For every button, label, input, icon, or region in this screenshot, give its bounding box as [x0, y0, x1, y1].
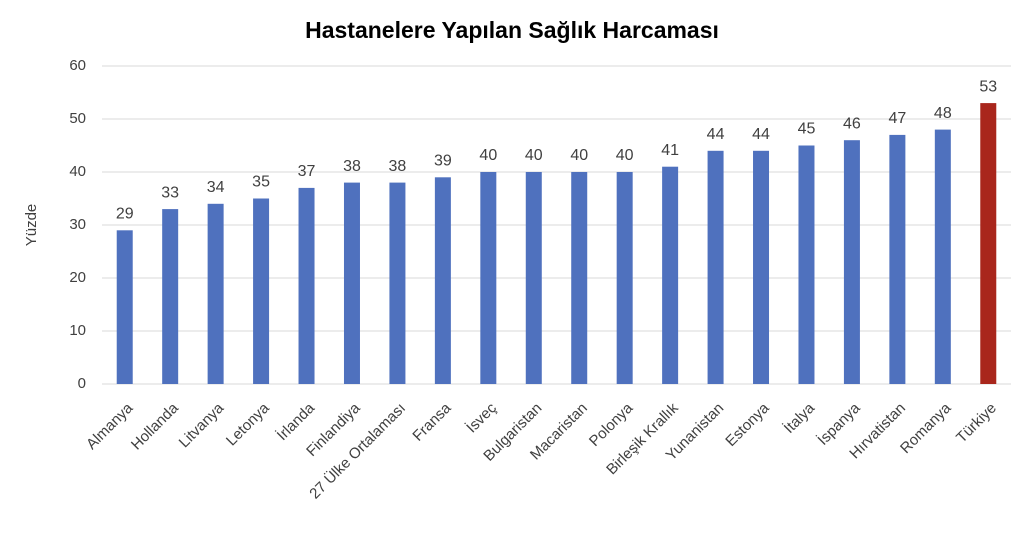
bar: [480, 172, 497, 384]
data-label: 40: [570, 147, 588, 164]
data-label: 40: [616, 147, 634, 164]
data-label: 41: [661, 142, 679, 159]
x-tick-label: İrlanda: [273, 398, 319, 444]
x-tick-label: Estonya: [722, 399, 773, 450]
x-tick-label: İtalya: [780, 398, 819, 437]
data-label: 40: [525, 147, 543, 164]
bar: [889, 134, 906, 384]
bar: [525, 172, 542, 384]
data-label: 46: [843, 115, 861, 132]
x-tick-label: Fransa: [409, 399, 454, 444]
y-tick-label: 50: [69, 110, 86, 127]
x-tick-label: Romanya: [897, 399, 955, 457]
data-label: 29: [116, 206, 134, 223]
data-label: 48: [934, 105, 952, 122]
data-label: 34: [207, 179, 225, 196]
x-tick-label: İsveç: [462, 399, 500, 437]
data-label: 39: [434, 153, 452, 170]
x-tick-label: Almanya: [83, 399, 137, 453]
bar: [662, 166, 679, 384]
y-tick-label: 0: [78, 375, 86, 392]
data-label: 38: [389, 158, 407, 175]
bar: [616, 172, 633, 384]
y-tick-label: 30: [69, 216, 86, 233]
data-label: 47: [888, 110, 906, 127]
bar: [980, 103, 997, 384]
y-tick-label: 20: [69, 269, 86, 286]
bar: [753, 150, 770, 384]
bar: [571, 172, 588, 384]
data-label: 53: [979, 78, 997, 95]
bar: [207, 203, 224, 384]
data-label: 38: [343, 158, 361, 175]
chart-title: Hastanelere Yapılan Sağlık Harcaması: [305, 17, 719, 43]
bar: [253, 198, 270, 384]
data-label: 37: [298, 163, 316, 180]
data-label: 40: [479, 147, 497, 164]
bar: [843, 140, 860, 384]
x-tick-label: Letonya: [223, 399, 273, 449]
y-tick-label: 10: [69, 322, 86, 339]
data-label: 45: [798, 121, 816, 138]
bar: [707, 150, 724, 384]
data-label: 33: [161, 184, 179, 201]
y-tick-label: 40: [69, 163, 86, 180]
bar: [298, 187, 315, 384]
x-tick-label: Hollanda: [128, 399, 182, 453]
data-label: 44: [752, 126, 770, 143]
x-tick-label: Litvanya: [176, 399, 228, 451]
bar: [389, 182, 406, 384]
bar: [798, 145, 815, 384]
bar: [116, 230, 133, 384]
y-tick-label: 60: [69, 57, 86, 74]
data-label: 35: [252, 174, 270, 191]
x-tick-label: Türkiye: [953, 400, 1000, 447]
data-label: 44: [707, 126, 725, 143]
bar: [934, 129, 951, 384]
bar: [162, 209, 179, 384]
bar: [434, 177, 451, 384]
y-axis-label: Yüzde: [23, 204, 40, 247]
bar: [343, 182, 360, 384]
